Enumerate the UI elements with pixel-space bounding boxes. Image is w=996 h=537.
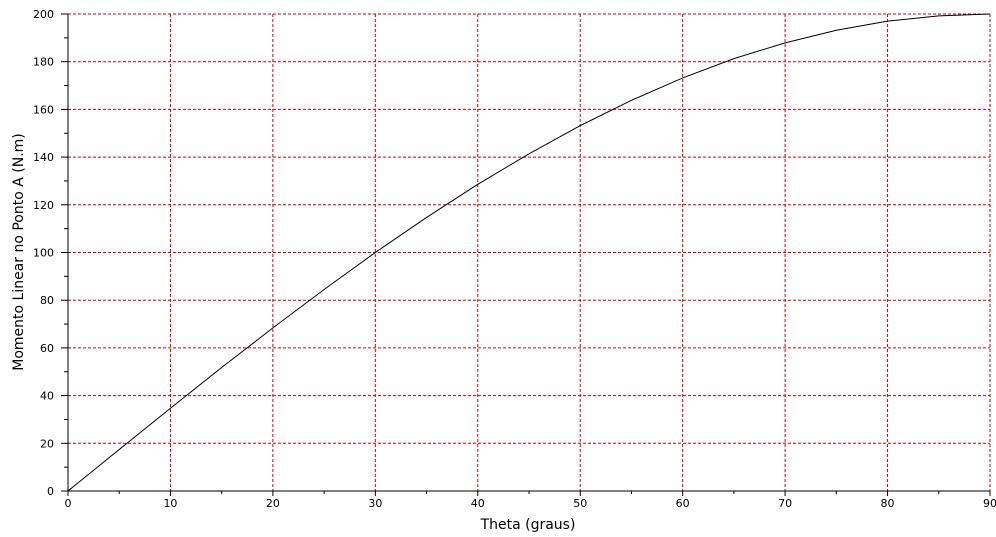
x-tick-label: 10: [163, 497, 177, 510]
series-line: [67, 13, 991, 492]
y-tick-label: 80: [40, 294, 54, 307]
y-tick-label: 40: [40, 390, 54, 403]
x-tick-label: 80: [881, 497, 895, 510]
x-tick-label: 60: [676, 497, 690, 510]
y-tick-label: 0: [47, 485, 54, 498]
y-tick-label: 160: [33, 103, 54, 116]
y-tick-label: 200: [33, 8, 54, 21]
x-tick-label: 0: [65, 497, 72, 510]
x-tick-label: 20: [266, 497, 280, 510]
y-tick-label: 20: [40, 437, 54, 450]
x-tick-label: 70: [778, 497, 792, 510]
axes: [61, 13, 991, 496]
series-layer: [67, 13, 991, 492]
x-axis-label: Theta (graus): [480, 517, 576, 533]
y-tick-label: 180: [33, 56, 54, 69]
y-tick-label: 60: [40, 342, 54, 355]
tick-labels: 0 10 20 30 40 50 60 70 80 90 0 20 40 60 80 100 120 140 160…: [33, 8, 996, 510]
y-tick-label: 120: [33, 199, 54, 212]
grid: [68, 13, 991, 491]
x-tick-label: 30: [368, 497, 382, 510]
x-tick-label: 40: [471, 497, 485, 510]
x-tick-label: 90: [983, 497, 996, 510]
x-tick-label: 50: [573, 497, 587, 510]
y-tick-label: 140: [33, 151, 54, 164]
y-axis-label: Momento Linear no Ponto A (N.m): [11, 133, 27, 371]
y-tick-label: 100: [33, 247, 54, 260]
